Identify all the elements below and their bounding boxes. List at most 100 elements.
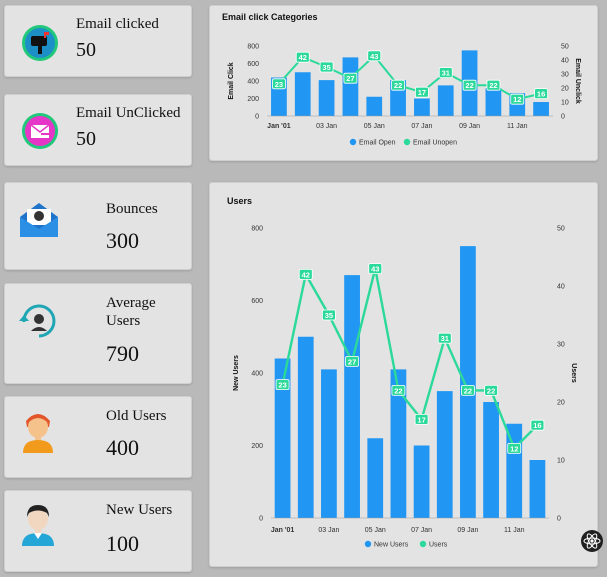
- data-label: 35: [322, 63, 330, 72]
- bar: [342, 57, 359, 116]
- bar: [413, 445, 430, 518]
- data-label-box: [298, 269, 313, 280]
- bounce-mail-icon: [20, 203, 58, 237]
- stat-value: 50: [76, 39, 96, 61]
- y2-tick-label: 30: [561, 72, 569, 79]
- y-tick-label: 0: [259, 516, 263, 523]
- chart-title: Users: [227, 196, 253, 206]
- data-label: 17: [418, 88, 426, 97]
- bar: [533, 102, 549, 116]
- stat-card-email-unclicked: Email UnClicked 50: [4, 94, 192, 166]
- data-label: 12: [510, 444, 518, 453]
- data-label: 43: [370, 52, 378, 61]
- data-label: 42: [299, 53, 307, 62]
- y-tick-label: 800: [251, 226, 263, 233]
- y2-tick-label: 0: [561, 114, 565, 121]
- bar: [294, 72, 311, 116]
- data-label: 17: [417, 415, 425, 424]
- x-tick-label: 09 Jan: [457, 527, 478, 534]
- stat-value: 100: [106, 531, 139, 556]
- bar: [297, 336, 314, 518]
- data-label-box: [486, 79, 501, 91]
- y-tick-label: 200: [251, 443, 263, 450]
- data-label-box: [437, 332, 452, 344]
- y-axis-title: New Users: [233, 355, 240, 391]
- bar: [460, 246, 476, 518]
- bar: [321, 369, 337, 518]
- data-label-box: [343, 72, 358, 84]
- stat-title: New Users: [106, 502, 173, 518]
- legend-label: New Users: [374, 542, 409, 549]
- mail-open-icon: [22, 113, 58, 149]
- data-label-box: [438, 67, 453, 78]
- x-tick-label: 03 Jan: [316, 123, 337, 130]
- y2-tick-label: 20: [561, 86, 569, 93]
- data-label: 22: [394, 81, 402, 90]
- data-label-box: [414, 413, 429, 425]
- x-tick-label: Jan '01: [271, 527, 295, 534]
- stat-title: Email clicked: [76, 16, 159, 32]
- users-chart: 0 200 400 600 800 0 10 20 30 40 50 New Users Users 23…: [233, 226, 577, 549]
- stat-card-new-users: New Users 100: [4, 490, 192, 572]
- data-label-box: [368, 263, 383, 274]
- data-label-box: [461, 384, 475, 396]
- y2-tick-label: 0: [557, 516, 561, 523]
- data-label-box: [534, 88, 548, 99]
- y-axis-title: Email Click: [228, 62, 235, 99]
- y2-tick-label: 30: [557, 342, 565, 349]
- atom-icon: [583, 533, 601, 549]
- bar: [344, 275, 360, 518]
- users-chart-card: Users 0 200 400 600 800 0 10 20 30 40 50 New Users U…: [209, 182, 598, 567]
- stat-title: Email UnClicked: [76, 105, 181, 121]
- data-label: 12: [513, 95, 521, 104]
- email-click-chart: 0 200 400 600 800 0 10 20 30 40 50 Email Click Email…: [228, 44, 581, 147]
- legend-marker: [403, 138, 411, 146]
- y2-tick-label: 20: [557, 400, 565, 407]
- bar: [414, 98, 430, 116]
- data-label: 42: [302, 270, 310, 279]
- y-tick-label: 800: [247, 44, 259, 51]
- react-devtools-icon[interactable]: [581, 530, 603, 552]
- y2-axis-title: Email Unclick: [574, 58, 581, 104]
- y-tick-label: 0: [255, 114, 259, 121]
- x-tick-label: 07 Jan: [411, 527, 432, 534]
- mailbox-icon: [22, 25, 58, 61]
- user-refresh-icon: [19, 304, 56, 338]
- x-tick-label: Jan '01: [267, 123, 291, 130]
- y2-tick-label: 40: [557, 284, 565, 291]
- data-label: 27: [348, 357, 356, 366]
- data-label: 22: [487, 386, 495, 395]
- legend-marker: [419, 540, 427, 548]
- data-label-box: [275, 379, 290, 391]
- new-user-icon: [22, 505, 54, 546]
- y-tick-label: 400: [251, 371, 263, 378]
- y-tick-label: 600: [247, 61, 259, 68]
- x-tick-label: 05 Jan: [365, 527, 386, 534]
- bar: [437, 85, 454, 116]
- data-label: 22: [464, 386, 472, 395]
- data-label: 16: [537, 90, 545, 99]
- data-label-box: [391, 79, 405, 91]
- bar: [506, 423, 523, 518]
- data-label: 23: [275, 80, 283, 89]
- data-label-box: [322, 309, 336, 321]
- stat-card-email-clicked: Email clicked 50: [4, 5, 192, 77]
- legend-marker: [349, 138, 357, 146]
- data-label: 35: [325, 311, 333, 320]
- data-label-box: [507, 442, 522, 454]
- stat-title: Bounces: [106, 201, 158, 217]
- stat-title: Old Users: [106, 408, 167, 424]
- data-label: 16: [533, 421, 541, 430]
- chart-title: Email click Categories: [222, 12, 318, 22]
- y2-tick-label: 10: [561, 100, 569, 107]
- stat-value: 790: [106, 341, 139, 366]
- bar: [436, 391, 453, 518]
- series-line: [281, 268, 539, 451]
- data-label: 31: [442, 69, 450, 78]
- x-tick-label: 11 Jan: [504, 527, 525, 534]
- data-label-box: [319, 61, 334, 73]
- legend-marker: [364, 540, 372, 548]
- legend-label: Email Unopen: [413, 140, 457, 147]
- data-label: 43: [371, 265, 379, 274]
- legend-label: Users: [429, 542, 448, 549]
